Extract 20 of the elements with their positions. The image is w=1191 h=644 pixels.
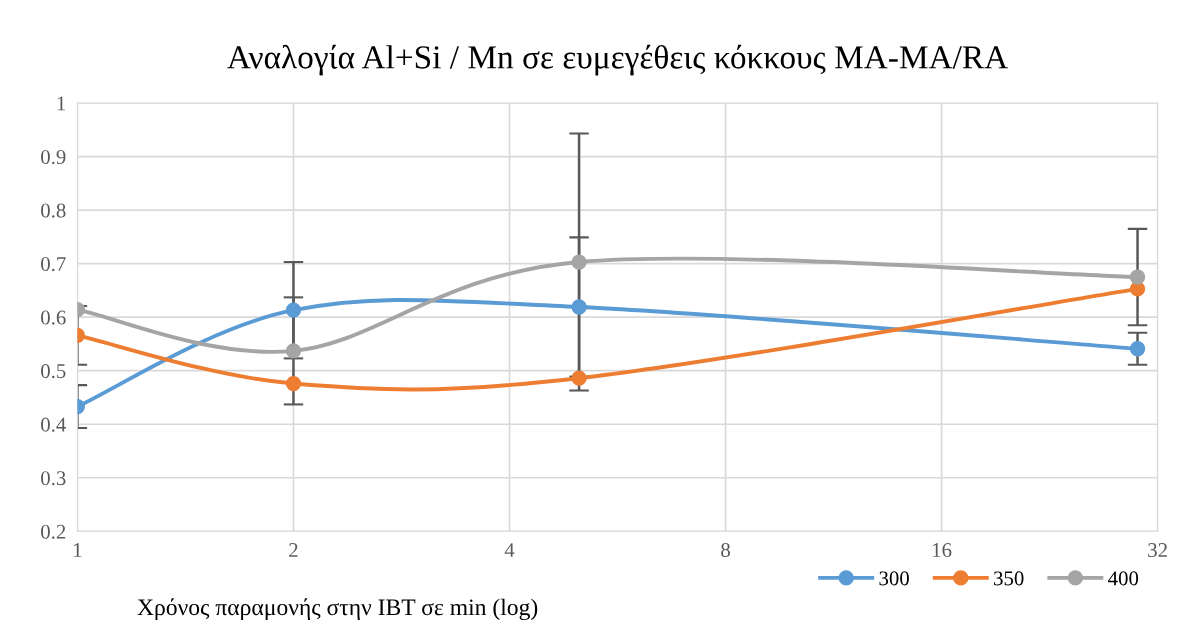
x-tick-label: 16 (933, 543, 952, 558)
y-tick-label: 0.6 (41, 310, 66, 325)
y-tick-label: 0.5 (41, 364, 66, 379)
x-tick-label: 1 (74, 543, 82, 557)
x-tick-label: 32 (1148, 543, 1167, 558)
legend-label: 400 (1108, 571, 1139, 586)
x-axis-title: Χρόνος παραμονής στην IBT σε min (log) (137, 598, 538, 621)
y-tick-label: 0.7 (41, 257, 66, 272)
y-tick-label: 0.8 (41, 203, 66, 218)
chart-title: Αναλογία Al+Si / Mn σε ευμεγέθεις κόκκους MA-MA/RA (227, 44, 1008, 76)
y-tick-label: 0.4 (41, 417, 66, 432)
y-tick-label: 1 (57, 96, 66, 111)
x-tick-label: 2 (289, 543, 298, 557)
y-tick-label: 0.2 (41, 524, 66, 539)
x-tick-label: 8 (721, 543, 730, 558)
y-tick-label: 0.9 (41, 149, 66, 165)
y-tick-label: 0.3 (41, 471, 66, 486)
x-tick-label: 4 (504, 543, 515, 557)
legend-label: 300 (879, 571, 909, 586)
legend-label: 350 (994, 571, 1024, 586)
